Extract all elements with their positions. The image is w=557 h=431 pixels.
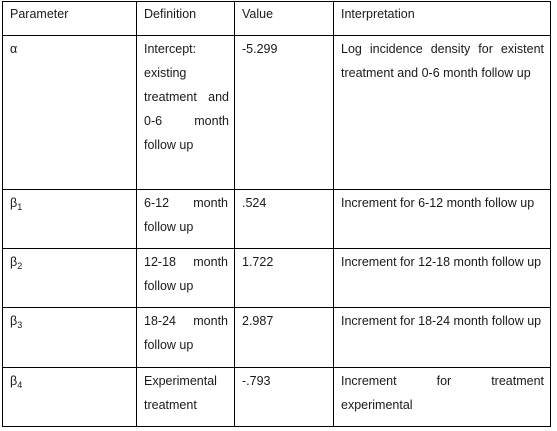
header-interpretation: Interpretation <box>333 1 551 36</box>
definition-cell: 6-12 month follow up <box>136 189 235 249</box>
param-subscript: 4 <box>17 380 23 390</box>
param-subscript: 1 <box>17 202 23 212</box>
definition-cell: Intercept: existing treatment and 0-6 mo… <box>136 35 235 190</box>
param-subscript: 3 <box>17 320 23 330</box>
interpretation-cell: Increment for 6-12 month follow up <box>333 189 551 249</box>
param-cell: α <box>2 35 137 190</box>
table-row-beta2: β2 12-18 month follow up 1.722 Increment… <box>2 248 551 308</box>
value-cell: -5.299 <box>234 35 334 190</box>
param-symbol: β <box>10 196 18 210</box>
header-row: Parameter Definition Value Interpretatio… <box>2 1 551 36</box>
definition-cell: Experimental treatment <box>136 367 235 427</box>
table-row-alpha: α Intercept: existing treatment and 0-6 … <box>2 35 551 190</box>
interpretation-cell: Increment for treatment experimental <box>333 367 551 427</box>
param-subscript: 2 <box>17 261 23 271</box>
value-cell: 1.722 <box>234 248 334 308</box>
table-row-beta3: β3 18-24 month follow up 2.987 Increment… <box>2 307 551 368</box>
parameter-table: Parameter Definition Value Interpretatio… <box>2 1 551 427</box>
value-cell: -.793 <box>234 367 334 427</box>
interpretation-cell: Increment for 18-24 month follow up <box>333 307 551 368</box>
value-cell: 2.987 <box>234 307 334 368</box>
header-parameter: Parameter <box>2 1 137 36</box>
param-cell: β4 <box>2 367 137 427</box>
param-symbol: β <box>10 374 18 388</box>
definition-cell: 18-24 month follow up <box>136 307 235 368</box>
value-cell: .524 <box>234 189 334 249</box>
table-row-beta4: β4 Experimental treatment -.793 Incremen… <box>2 367 551 427</box>
definition-cell: 12-18 month follow up <box>136 248 235 308</box>
header-value: Value <box>234 1 334 36</box>
param-cell: β1 <box>2 189 137 249</box>
header-definition: Definition <box>136 1 235 36</box>
table-row-beta1: β1 6-12 month follow up .524 Increment f… <box>2 189 551 249</box>
param-symbol: β <box>10 314 18 328</box>
param-cell: β3 <box>2 307 137 368</box>
interpretation-cell: Log incidence density for existent treat… <box>333 35 551 190</box>
param-cell: β2 <box>2 248 137 308</box>
param-symbol: β <box>10 255 18 269</box>
param-symbol: α <box>10 42 18 56</box>
interpretation-cell: Increment for 12-18 month follow up <box>333 248 551 308</box>
